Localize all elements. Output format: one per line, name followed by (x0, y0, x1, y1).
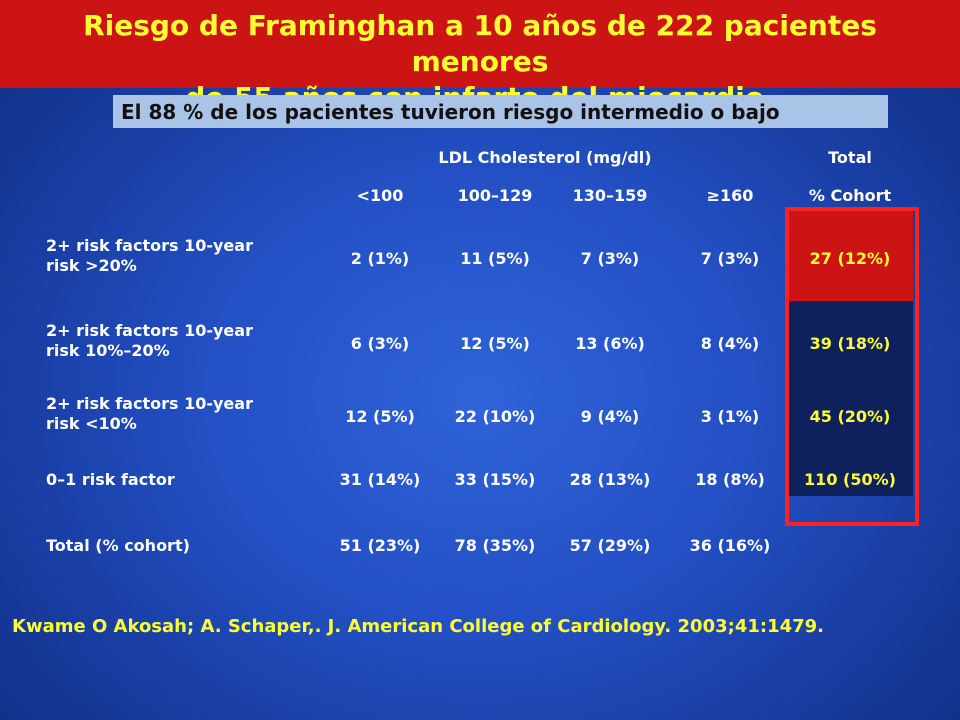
table-cell: 33 (15%) (454, 470, 536, 489)
table-cell: 31 (14%) (339, 470, 421, 489)
column-header-130-159: 130–159 (572, 186, 648, 205)
title-line-1: Riesgo de Framinghan a 10 años de 222 pa… (83, 9, 877, 78)
total-cell: 45 (20%) (809, 407, 891, 426)
total-cell: 27 (12%) (809, 249, 891, 268)
total-column-highlight-border (785, 207, 919, 526)
table-cell: 22 (10%) (454, 407, 536, 426)
table-cell: 3 (1%) (700, 407, 760, 426)
row-label-line-2: risk <10% (46, 414, 137, 433)
slide-subtitle: El 88 % de los pacientes tuvieron riesgo… (121, 100, 780, 124)
row-label-intermediate-risk: 2+ risk factors 10-year risk 10%–20% (46, 321, 253, 361)
table-cell: 51 (23%) (339, 536, 421, 555)
row-label-line-1: 2+ risk factors 10-year (46, 236, 253, 255)
total-highlight-high-risk (789, 211, 913, 301)
ldl-group-header: LDL Cholesterol (mg/dl) (438, 148, 652, 167)
row-label-low-risk: 2+ risk factors 10-year risk <10% (46, 394, 253, 434)
citation: Kwame O Akosah; A. Schaper,. J. American… (12, 616, 825, 637)
row-label-line-1: 2+ risk factors 10-year (46, 321, 253, 340)
total-cell: 110 (50%) (804, 470, 896, 489)
table-cell: 36 (16%) (689, 536, 771, 555)
row-label-line-1: 2+ risk factors 10-year (46, 394, 253, 413)
table-cell: 2 (1%) (350, 249, 410, 268)
column-header-cohort: % Cohort (808, 186, 892, 205)
table-cell: 6 (3%) (350, 334, 410, 353)
row-label-high-risk: 2+ risk factors 10-year risk >20% (46, 236, 253, 276)
row-label-line-2: risk 10%–20% (46, 341, 170, 360)
table-cell: 11 (5%) (460, 249, 530, 268)
column-header-lt100: <100 (356, 186, 404, 205)
title-bar (0, 0, 960, 88)
table-cell: 7 (3%) (700, 249, 760, 268)
subtitle-box (113, 95, 888, 128)
table-cell: 28 (13%) (569, 470, 651, 489)
table-cell: 12 (5%) (345, 407, 415, 426)
table-cell: 7 (3%) (580, 249, 640, 268)
table-cell: 9 (4%) (580, 407, 640, 426)
table-cell: 12 (5%) (460, 334, 530, 353)
table-cell: 78 (35%) (454, 536, 536, 555)
row-label-line-2: risk >20% (46, 256, 137, 275)
table-cell: 8 (4%) (700, 334, 760, 353)
total-cell: 39 (18%) (809, 334, 891, 353)
total-highlight-low-risk (789, 301, 913, 496)
column-header-100-129: 100–129 (457, 186, 533, 205)
table-cell: 57 (29%) (569, 536, 651, 555)
table-cell: 13 (6%) (575, 334, 645, 353)
table-cell: 18 (8%) (695, 470, 765, 489)
total-group-header: Total (828, 148, 872, 167)
row-label-total-cohort: Total (% cohort) (46, 536, 190, 555)
row-label-0-1-risk-factor: 0–1 risk factor (46, 470, 175, 489)
column-header-ge160: ≥160 (706, 186, 754, 205)
